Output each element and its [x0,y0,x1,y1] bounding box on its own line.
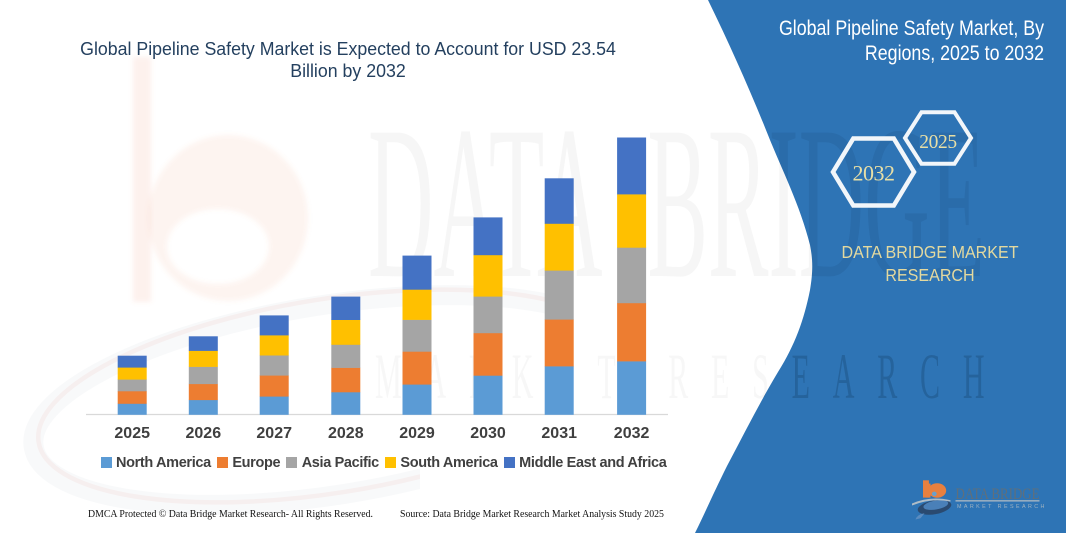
svg-text:DATA BRIDGE: DATA BRIDGE [368,83,985,325]
svg-text:DATA BRIDGE: DATA BRIDGE [956,486,1040,503]
svg-text:MARKET RESEARCH: MARKET RESEARCH [375,340,1007,412]
svg-text:2032: 2032 [853,161,895,186]
svg-text:MARKET RESEARCH: MARKET RESEARCH [957,504,1047,510]
svg-text:2025: 2025 [919,132,956,153]
